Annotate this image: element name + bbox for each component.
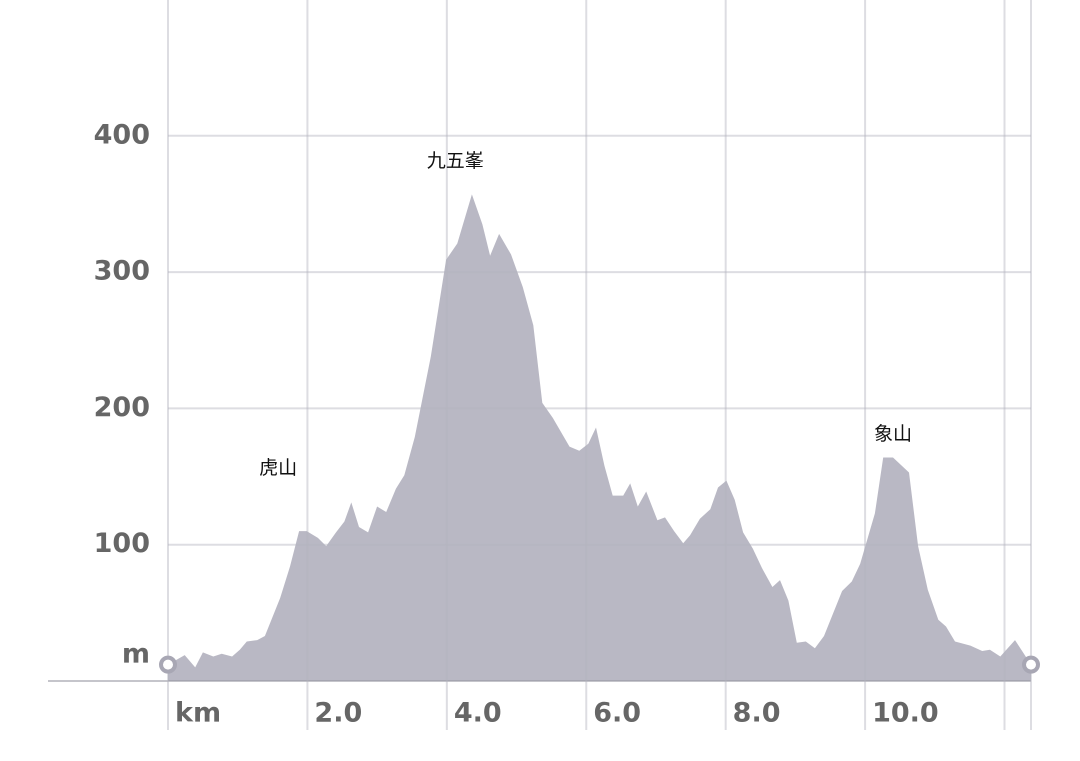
x-tick-label: 10.0 <box>872 698 939 729</box>
y-tick-label: 200 <box>94 392 150 423</box>
end-marker <box>1022 655 1040 674</box>
x-tick-label: km <box>175 698 221 729</box>
peak-label: 象山 <box>874 423 912 445</box>
y-tick-label: 100 <box>94 528 150 559</box>
y-tick-label: 400 <box>94 119 150 150</box>
y-tick-label: m <box>122 639 150 670</box>
x-tick-label: 2.0 <box>314 698 362 729</box>
y-tick-label: 300 <box>94 256 150 287</box>
start-marker <box>159 655 177 674</box>
x-tick-label: 4.0 <box>454 698 502 729</box>
peak-label: 虎山 <box>259 457 297 479</box>
x-tick-label: 6.0 <box>593 698 641 729</box>
elevation-area <box>168 194 1031 681</box>
x-tick-label: 8.0 <box>733 698 781 729</box>
peak-label: 九五峯 <box>427 150 484 172</box>
